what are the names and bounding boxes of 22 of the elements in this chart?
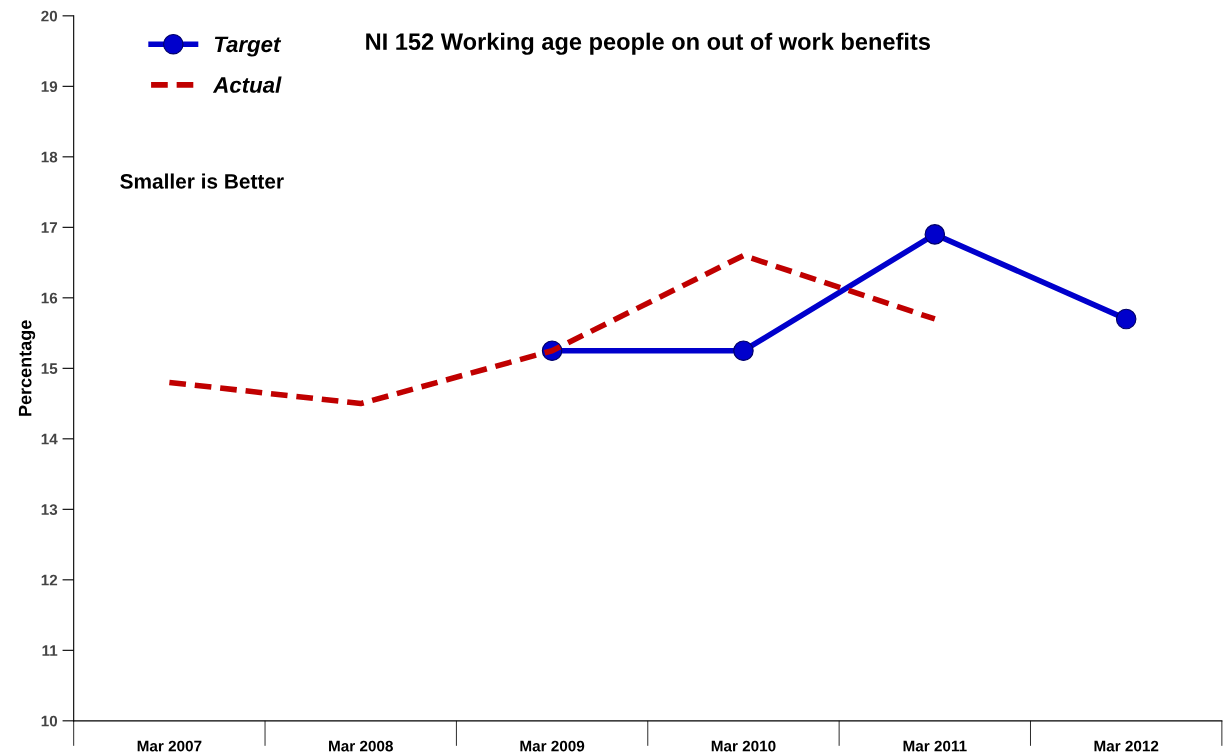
y-tick-label: 13 (41, 504, 58, 516)
y-tick-label: 12 (41, 574, 58, 586)
legend-label: Target (214, 36, 282, 57)
y-tick-label: 10 (41, 715, 58, 727)
y-tick-label: 17 (41, 222, 58, 233)
x-tick-label: Mar 2007 (137, 740, 202, 752)
x-tick-label: Mar 2012 (1094, 740, 1159, 752)
x-tick-label: Mar 2010 (711, 740, 776, 752)
x-tick-label: Mar 2009 (520, 740, 585, 752)
y-tick-label: 18 (41, 151, 58, 163)
y-tick-label: 15 (41, 363, 58, 375)
text: NI 152 Working age people on out of work benefits (366, 32, 930, 55)
y-axis-title: Percentage (18, 320, 36, 416)
y-tick-label: 20 (41, 10, 58, 22)
y-tick-label: 11 (42, 645, 58, 656)
annotation: Smaller is Better (120, 173, 284, 189)
y-tick-label: 16 (41, 292, 58, 304)
x-tick-label: Mar 2008 (329, 740, 393, 752)
x-tick-label: Mar 2011 (903, 740, 967, 752)
y-tick-label: 19 (41, 81, 58, 93)
y-tick-label: 14 (41, 433, 58, 445)
legend-label: Actual (212, 76, 282, 93)
